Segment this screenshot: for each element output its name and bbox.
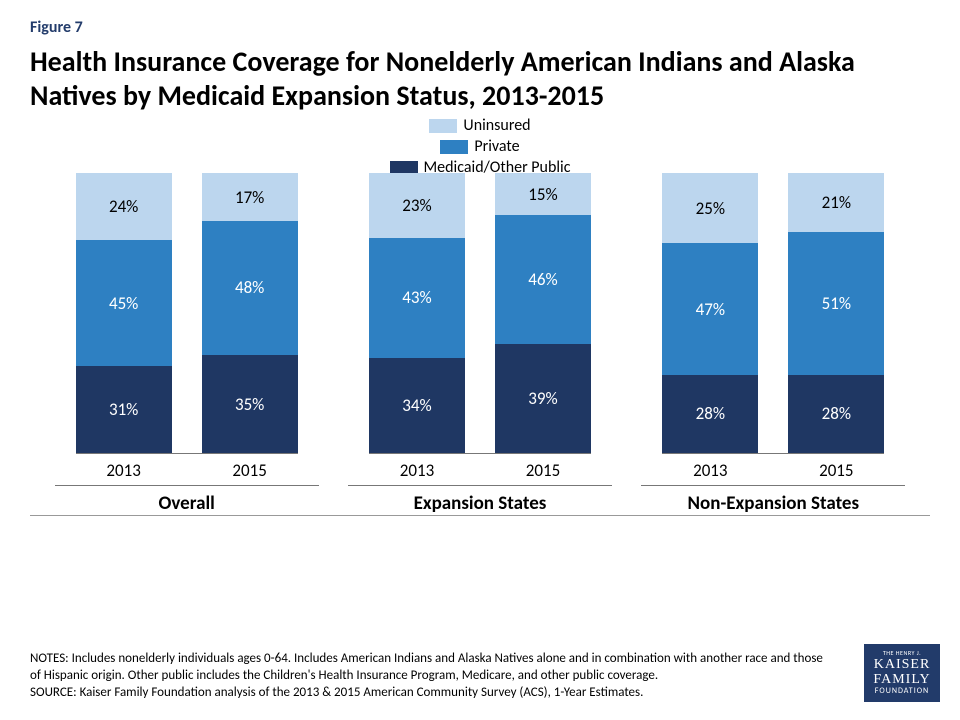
year-label: 2015 [495,460,591,481]
legend-item: Private [440,137,519,156]
legend-label: Uninsured [463,116,530,135]
bar-segment-medicaid: 39% [495,344,591,453]
group-label: Overall [159,492,215,515]
bar-segment-medicaid: 34% [369,358,465,453]
year-label: 2015 [202,460,298,481]
stacked-bar: 34%43%23% [369,173,465,453]
bar-segment-medicaid: 28% [662,375,758,453]
bar-segment-uninsured: 17% [202,173,298,221]
bar-segment-uninsured: 15% [495,173,591,215]
notes-text: NOTES: Includes nonelderly individuals a… [30,651,830,685]
bar-segment-private: 43% [369,238,465,358]
chart-area: 31%45%24%35%48%17%20132015Overall34%43%2… [30,185,930,515]
year-row: 2013 2015 [76,460,298,481]
group-label: Non-Expansion States [688,492,860,515]
bar-segment-uninsured: 23% [369,173,465,237]
year-row: 2013 2015 [662,460,884,481]
bar-pair: 31%45%24% 35%48%17% [76,174,298,454]
chart-title: Health Insurance Coverage for Nonelderly… [30,45,930,112]
bar-column: 31%45%24% [76,173,172,453]
year-label: 2015 [788,460,884,481]
year-row: 2013 2015 [369,460,591,481]
legend-swatch [429,119,457,133]
bar-segment-private: 51% [788,232,884,375]
legend: UninsuredPrivateMedicaid/Other Public [30,116,930,177]
group-underline [348,485,612,486]
chart-group: 34%43%23% 39%46%15% 2013 2015 Expansion Stat… [333,174,626,515]
bar-pair: 34%43%23% 39%46%15% [369,174,591,454]
bar-segment-medicaid: 31% [76,366,172,453]
stacked-bar: 31%45%24% [76,173,172,453]
bar-pair: 28%47%25%28%51%21% [662,174,884,454]
chart-group: 31%45%24% 35%48%17% 2013 2015 Overall [40,174,333,515]
chart-group: 28%47%25%28%51%21%20132015Non-Expansion … [627,174,920,515]
bar-column: 35%48%17% [202,173,298,453]
notes-divider [30,515,930,516]
year-label: 2013 [76,460,172,481]
figure-label: Figure 7 [30,18,930,37]
bar-segment-private: 45% [76,240,172,366]
stacked-bar: 28%47%25% [662,173,758,453]
bar-segment-private: 46% [495,215,591,344]
logo-line3: FOUNDATION [875,687,929,696]
group-underline [641,485,905,486]
bar-segment-uninsured: 25% [662,173,758,243]
bar-segment-medicaid: 35% [202,355,298,453]
year-label: 2013 [369,460,465,481]
bar-column: 34%43%23% [369,173,465,453]
bar-column: 39%46%15% [495,173,591,453]
legend-item: Uninsured [429,116,530,135]
group-underline [55,485,319,486]
legend-label: Private [474,137,519,156]
stacked-bar: 28%51%21% [788,173,884,453]
legend-swatch [440,140,468,154]
bar-segment-private: 48% [202,221,298,355]
logo-line1: KAISER [874,657,931,672]
bar-segment-private: 47% [662,243,758,375]
logo-line2: FAMILY [873,672,930,687]
bar-segment-uninsured: 21% [788,173,884,232]
source-text: SOURCE: Kaiser Family Foundation analysi… [30,685,830,702]
bar-column: 28%51%21% [788,173,884,453]
bar-column: 28%47%25% [662,173,758,453]
bar-segment-uninsured: 24% [76,173,172,240]
group-label: Expansion States [414,492,547,515]
footnotes: NOTES: Includes nonelderly individuals a… [30,651,830,702]
stacked-bar: 39%46%15% [495,173,591,453]
logo-arc-text: THE HENRY J. [883,650,921,657]
kff-logo: THE HENRY J. KAISER FAMILY FOUNDATION [864,644,940,702]
year-label: 2013 [662,460,758,481]
stacked-bar: 35%48%17% [202,173,298,453]
bar-segment-medicaid: 28% [788,375,884,453]
